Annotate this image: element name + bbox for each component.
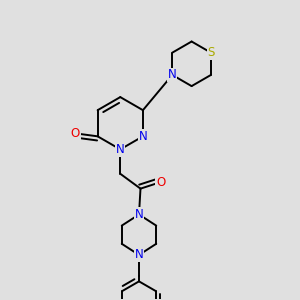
Text: N: N	[139, 130, 147, 143]
Text: N: N	[116, 143, 125, 156]
Text: N: N	[168, 68, 177, 82]
Text: O: O	[156, 176, 165, 189]
Text: N: N	[135, 248, 143, 261]
Text: N: N	[135, 208, 143, 221]
Text: S: S	[207, 46, 214, 59]
Text: O: O	[71, 127, 80, 140]
